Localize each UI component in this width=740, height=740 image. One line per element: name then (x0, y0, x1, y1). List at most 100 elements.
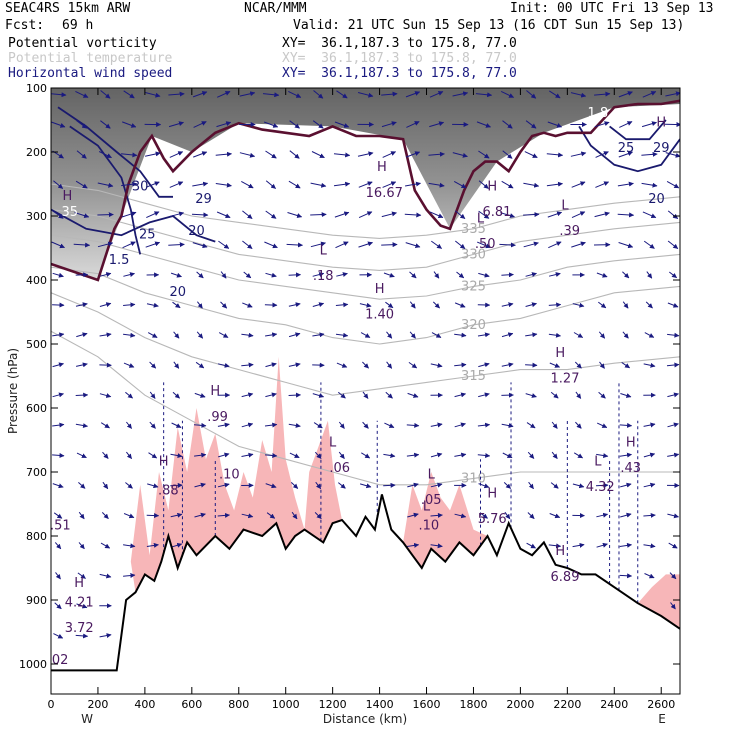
y-tick-label: 600 (26, 402, 47, 415)
field-label: .05 (421, 493, 442, 508)
wind-vector (266, 512, 276, 519)
field-label: 35 (62, 205, 79, 220)
wind-vector (336, 362, 348, 368)
wind-vector (146, 302, 159, 308)
wind-vector (429, 211, 444, 219)
field-label: H (656, 115, 666, 130)
y-axis-label: Pressure (hPa) (6, 348, 20, 434)
wind-vector (500, 212, 515, 218)
wind-vector (454, 302, 466, 308)
wind-vector (78, 542, 85, 550)
wind-vector (264, 422, 278, 428)
wind-vector (643, 362, 656, 368)
wind-vector (502, 452, 513, 459)
field-label: 5.76 (478, 512, 507, 527)
wind-vector (432, 301, 440, 309)
wind-vector (243, 271, 252, 279)
field-label: 1.8 (588, 106, 609, 121)
wind-vector (570, 92, 587, 98)
wind-vector (575, 421, 582, 429)
wind-vector (429, 91, 444, 98)
wind-vector (386, 331, 393, 339)
wind-vector (382, 151, 397, 158)
field-label: 3.72 (65, 621, 94, 636)
wind-vector (338, 451, 345, 459)
wind-vector (619, 573, 633, 579)
wind-vector (123, 573, 136, 579)
wind-vector (523, 241, 539, 248)
wind-vector (406, 121, 420, 128)
wind-vector (265, 210, 277, 219)
wind-vector (619, 542, 632, 548)
wind-vector (286, 242, 303, 248)
wind-vector (220, 301, 228, 309)
x-tick-label: 1800 (459, 698, 487, 711)
wind-vector (123, 513, 135, 519)
wind-vector (382, 181, 397, 188)
y-tick-label: 900 (26, 594, 47, 607)
wind-vector (217, 482, 230, 488)
wind-vector (523, 182, 540, 188)
wind-vector (168, 91, 185, 97)
theta-contour-330 (51, 209, 680, 271)
wind-vector (123, 302, 136, 308)
wind-vector (338, 421, 345, 429)
wind-vector (196, 271, 204, 279)
y-tick-label: 200 (26, 146, 47, 159)
field-label: L (329, 435, 337, 450)
wind-vector (287, 212, 303, 218)
wind-vector (596, 272, 608, 278)
wind-vector (144, 151, 161, 157)
wind-vector (643, 543, 656, 549)
wind-vector (75, 423, 88, 428)
wind-vector (100, 542, 111, 549)
wind-vector (218, 452, 230, 458)
wind-vector (147, 332, 158, 338)
legend-theta-name: Potential temperature (8, 51, 173, 66)
wind-vector (641, 121, 657, 128)
wind-vector (77, 572, 86, 579)
wind-vector (478, 272, 490, 278)
wind-vector (502, 120, 513, 129)
wind-vector (501, 302, 514, 308)
wind-vector (572, 542, 585, 548)
wind-vector (334, 121, 350, 128)
wind-vector (172, 301, 181, 309)
wind-vector (333, 152, 351, 158)
field-label: H (377, 160, 387, 175)
wind-vector (525, 332, 538, 338)
wind-vector (241, 452, 254, 458)
wind-vector (622, 271, 630, 279)
wind-vector (548, 332, 561, 338)
wind-vector (381, 211, 397, 218)
field-label: H (487, 487, 497, 502)
terrain-polyline (51, 494, 680, 672)
wind-vector (666, 180, 680, 189)
wind-vector (620, 482, 632, 488)
wind-vector (312, 120, 324, 129)
y-tick-label: 300 (26, 210, 47, 223)
wind-vector (477, 332, 490, 338)
wind-vector (125, 391, 133, 399)
wind-vector (197, 301, 203, 309)
field-label: .43 (620, 461, 641, 476)
field-label: 1.5 (109, 253, 130, 268)
wind-vector (310, 212, 327, 218)
wind-vector (409, 301, 416, 309)
wind-vector (265, 272, 277, 278)
wind-vector (550, 482, 559, 489)
wind-vector (573, 452, 584, 459)
wind-vector (217, 512, 230, 518)
wind-vector (288, 90, 302, 98)
wind-vector (265, 362, 277, 368)
field-labels: H4.213.72.02.51H.88.10H.99L.06H1.40L.18H… (51, 106, 669, 668)
wind-vector (501, 332, 514, 338)
field-label: .10 (419, 519, 440, 534)
wind-contour-3 (578, 125, 680, 173)
wind-vector (193, 422, 207, 428)
wind-vector (288, 423, 301, 428)
wind-vector (78, 511, 85, 520)
wind-vector (499, 242, 516, 248)
wind-vector (502, 150, 513, 159)
wind-vector (504, 511, 511, 520)
